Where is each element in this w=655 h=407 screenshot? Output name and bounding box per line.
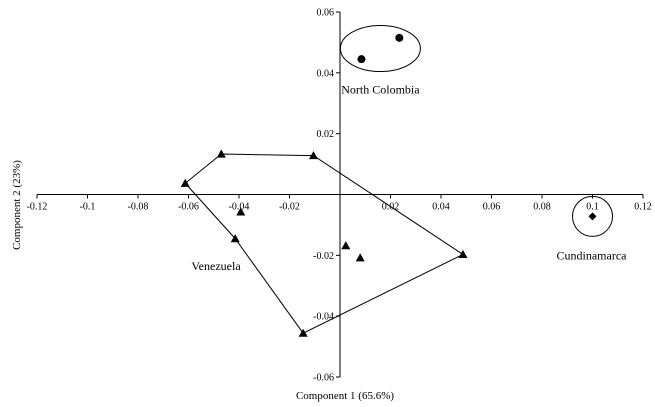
y-tick-label: -0.02 xyxy=(313,251,334,262)
data-point-triangle xyxy=(458,249,468,259)
x-tick-label: -0.02 xyxy=(279,202,300,213)
group-label: North Colombia xyxy=(341,83,420,97)
x-tick-label: 0.04 xyxy=(432,202,450,213)
y-tick-label: 0.04 xyxy=(317,68,335,79)
group-polygon-venezuela xyxy=(184,153,464,334)
x-tick-label: -0.08 xyxy=(128,202,149,213)
x-tick-label: 0.06 xyxy=(483,202,501,213)
data-point-triangle xyxy=(216,149,226,158)
group-enclosures xyxy=(184,25,613,334)
x-tick-label: -0.12 xyxy=(27,202,48,213)
axes: -0.12 -0.1 -0.08 -0.06 -0.04 -0.02 0.02 0.04 0.0… xyxy=(27,8,652,384)
x-tick-label: 0.08 xyxy=(533,202,551,213)
x-axis-label: Component 1 (65.6%) xyxy=(296,390,394,402)
y-tick-label: 0.06 xyxy=(317,8,335,19)
data-point-triangle xyxy=(180,178,190,187)
data-point-diamond xyxy=(588,212,597,221)
x-tick-label: -0.06 xyxy=(178,202,199,213)
data-point-triangle xyxy=(236,207,246,216)
data-point-triangle xyxy=(298,328,308,337)
group-circle-cundinamarca xyxy=(572,195,613,237)
x-tick-label: 0.1 xyxy=(586,202,599,213)
x-tick-label: -0.1 xyxy=(80,202,96,213)
y-tick-label: -0.06 xyxy=(313,373,334,384)
group-label: Venezuela xyxy=(191,259,241,273)
group-labels: North Colombia Venezuela Cundinamarca xyxy=(191,83,627,274)
data-point-triangle xyxy=(355,253,365,262)
data-point-triangle xyxy=(341,241,351,250)
group-ellipse-north-colombia xyxy=(339,25,421,72)
data-point-triangle xyxy=(308,151,318,160)
y-axis-label: Component 2 (23%) xyxy=(11,160,23,250)
x-tick-label: 0.12 xyxy=(634,202,652,213)
data-point-circle xyxy=(357,55,366,64)
data-point-triangle xyxy=(230,234,240,243)
data-points xyxy=(180,33,597,337)
x-tick-label: -0.04 xyxy=(229,202,250,213)
group-label: Cundinamarca xyxy=(557,248,628,262)
y-tick-label: -0.04 xyxy=(313,312,334,323)
y-tick-label: 0.02 xyxy=(317,129,335,140)
data-point-circle xyxy=(395,33,404,42)
